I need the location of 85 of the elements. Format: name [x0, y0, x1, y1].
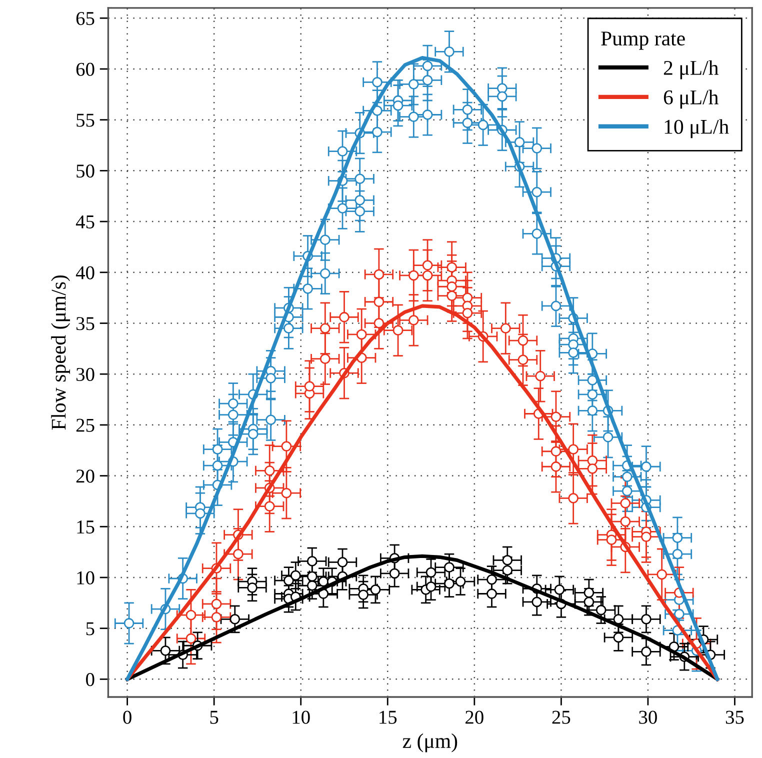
- point: [606, 534, 617, 546]
- point: [641, 646, 652, 657]
- x-axis-title: z (μm): [402, 733, 458, 752]
- y-tick-label: 45: [76, 215, 94, 228]
- y-tick-label: 50: [76, 164, 94, 178]
- point: [306, 556, 318, 566]
- point: [502, 555, 513, 566]
- point: [486, 574, 497, 585]
- point: [446, 262, 458, 272]
- point: [587, 463, 598, 474]
- point: [550, 461, 562, 472]
- point: [247, 582, 258, 593]
- point: [264, 466, 275, 476]
- point: [186, 633, 196, 644]
- point: [656, 569, 668, 580]
- point: [613, 614, 624, 624]
- point: [568, 492, 579, 504]
- point: [304, 381, 315, 392]
- point: [641, 614, 652, 624]
- x-tick-label: 10: [292, 710, 310, 724]
- legend-label: 10 μL/h: [664, 119, 729, 138]
- point: [281, 488, 292, 498]
- point: [337, 557, 348, 568]
- point: [230, 614, 240, 624]
- point: [408, 270, 419, 281]
- x-tick-label: 30: [639, 710, 657, 724]
- point: [374, 296, 384, 308]
- point: [641, 532, 652, 542]
- legend-label: 2 μL/h: [664, 60, 718, 80]
- point: [320, 354, 330, 364]
- y-tick-label: 5: [86, 622, 94, 636]
- point: [462, 308, 473, 318]
- point: [318, 588, 329, 599]
- legend-title: Pump rate: [601, 32, 685, 50]
- point: [160, 646, 171, 656]
- point: [356, 329, 367, 340]
- y-tick-label: 30: [76, 368, 94, 382]
- point: [422, 260, 433, 270]
- point: [550, 412, 562, 422]
- point: [554, 584, 565, 595]
- point: [568, 444, 579, 455]
- point: [264, 501, 275, 512]
- point: [596, 604, 606, 616]
- y-tick-label: 60: [76, 62, 94, 76]
- y-tick-label: 65: [76, 12, 94, 26]
- point: [186, 610, 196, 620]
- x-tick-label: 25: [552, 710, 570, 724]
- point: [211, 598, 222, 610]
- point: [518, 354, 528, 366]
- point: [422, 270, 433, 281]
- point: [426, 581, 436, 592]
- point: [486, 588, 497, 599]
- x-tick-label: 20: [466, 710, 484, 724]
- point: [408, 314, 419, 326]
- point: [374, 269, 384, 280]
- legend-label: 6 μL/h: [664, 90, 718, 109]
- point: [584, 588, 594, 598]
- point: [233, 548, 244, 560]
- point: [532, 596, 542, 608]
- y-tick-label: 15: [77, 520, 94, 534]
- y-tick-label: 10: [77, 571, 94, 584]
- line-series: [125, 554, 720, 681]
- point: [500, 323, 511, 334]
- y-tick-label: 0: [86, 673, 94, 686]
- y-tick-label: 20: [76, 470, 94, 483]
- point: [455, 576, 466, 587]
- y-axis-title: Flow speed (μm/s): [51, 275, 70, 430]
- point: [535, 370, 546, 382]
- y-tick-label: 40: [76, 266, 94, 280]
- point: [613, 632, 624, 643]
- y-tick-label: 25: [76, 418, 94, 432]
- point: [339, 312, 350, 322]
- x-tick-label: 0: [123, 710, 132, 724]
- point: [389, 568, 400, 579]
- point: [620, 516, 631, 527]
- point: [392, 325, 404, 336]
- point: [320, 323, 330, 334]
- x-tick-label: 35: [726, 710, 744, 724]
- y-tick-label: 35: [76, 317, 94, 330]
- x-tick-label: 15: [380, 710, 397, 724]
- point: [211, 612, 222, 622]
- y-tick-label: 55: [76, 114, 94, 127]
- point: [358, 590, 369, 600]
- x-tick-label: 5: [210, 710, 218, 724]
- point: [281, 441, 292, 452]
